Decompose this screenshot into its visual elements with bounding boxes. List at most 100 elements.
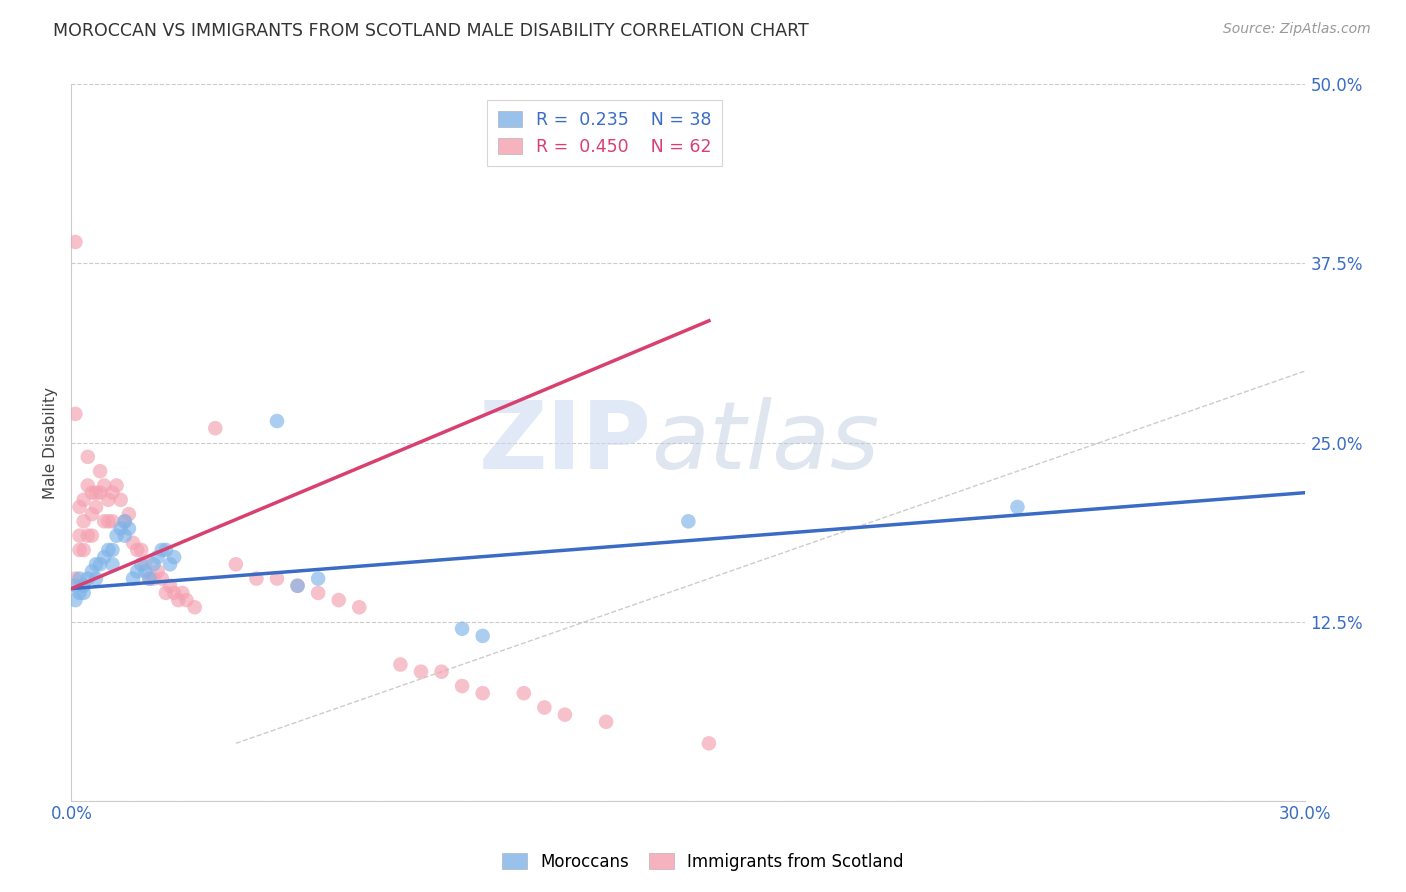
Point — [72, 586, 94, 600]
Point — [80, 485, 103, 500]
Point — [134, 558, 156, 572]
Point — [65, 593, 87, 607]
Point — [80, 565, 103, 579]
Point — [122, 536, 145, 550]
Point — [307, 586, 329, 600]
Point — [159, 579, 181, 593]
Point — [97, 492, 120, 507]
Point — [76, 450, 98, 464]
Point — [307, 572, 329, 586]
Point — [163, 550, 186, 565]
Point — [451, 622, 474, 636]
Point — [105, 528, 128, 542]
Text: atlas: atlas — [651, 397, 880, 488]
Point — [287, 579, 309, 593]
Point — [69, 586, 91, 600]
Point — [129, 543, 152, 558]
Point — [172, 586, 194, 600]
Legend: R =  0.235    N = 38, R =  0.450    N = 62: R = 0.235 N = 38, R = 0.450 N = 62 — [488, 100, 721, 166]
Text: MOROCCAN VS IMMIGRANTS FROM SCOTLAND MALE DISABILITY CORRELATION CHART: MOROCCAN VS IMMIGRANTS FROM SCOTLAND MAL… — [53, 22, 810, 40]
Point — [89, 464, 111, 478]
Point — [65, 579, 87, 593]
Point — [533, 700, 555, 714]
Point — [72, 579, 94, 593]
Point — [72, 543, 94, 558]
Point — [84, 485, 107, 500]
Point — [138, 572, 160, 586]
Point — [1007, 500, 1029, 514]
Point — [430, 665, 453, 679]
Point — [176, 593, 198, 607]
Point — [287, 579, 309, 593]
Point — [678, 514, 700, 528]
Point — [142, 558, 165, 572]
Point — [84, 558, 107, 572]
Point — [204, 421, 226, 435]
Point — [554, 707, 576, 722]
Point — [101, 558, 124, 572]
Point — [76, 572, 98, 586]
Point — [697, 736, 720, 750]
Point — [122, 572, 145, 586]
Point — [266, 572, 288, 586]
Point — [127, 543, 149, 558]
Point — [163, 586, 186, 600]
Point — [183, 600, 205, 615]
Point — [225, 558, 247, 572]
Point — [471, 629, 494, 643]
Point — [76, 528, 98, 542]
Y-axis label: Male Disability: Male Disability — [44, 386, 58, 499]
Point — [72, 492, 94, 507]
Point — [150, 572, 173, 586]
Point — [245, 572, 267, 586]
Text: ZIP: ZIP — [478, 397, 651, 489]
Point — [471, 686, 494, 700]
Point — [84, 500, 107, 514]
Point — [146, 550, 169, 565]
Point — [105, 478, 128, 492]
Point — [76, 478, 98, 492]
Point — [65, 572, 87, 586]
Point — [101, 485, 124, 500]
Point — [127, 565, 149, 579]
Point — [146, 565, 169, 579]
Point — [513, 686, 536, 700]
Point — [142, 572, 165, 586]
Point — [69, 572, 91, 586]
Point — [129, 558, 152, 572]
Point — [110, 521, 132, 535]
Point — [114, 528, 136, 542]
Point — [101, 514, 124, 528]
Point — [101, 543, 124, 558]
Point — [69, 528, 91, 542]
Point — [155, 543, 177, 558]
Point — [69, 543, 91, 558]
Point — [97, 543, 120, 558]
Point — [80, 528, 103, 542]
Point — [167, 593, 190, 607]
Point — [89, 558, 111, 572]
Point — [69, 500, 91, 514]
Point — [110, 492, 132, 507]
Point — [72, 514, 94, 528]
Point — [328, 593, 350, 607]
Point — [84, 572, 107, 586]
Point — [65, 407, 87, 421]
Point — [114, 514, 136, 528]
Point — [97, 514, 120, 528]
Point — [134, 565, 156, 579]
Point — [138, 572, 160, 586]
Point — [93, 478, 115, 492]
Point — [65, 235, 87, 249]
Point — [118, 521, 141, 535]
Point — [118, 507, 141, 521]
Legend: Moroccans, Immigrants from Scotland: Moroccans, Immigrants from Scotland — [494, 845, 912, 880]
Point — [80, 507, 103, 521]
Point — [89, 485, 111, 500]
Point — [349, 600, 371, 615]
Point — [93, 550, 115, 565]
Point — [595, 714, 617, 729]
Point — [409, 665, 432, 679]
Point — [114, 514, 136, 528]
Point — [159, 558, 181, 572]
